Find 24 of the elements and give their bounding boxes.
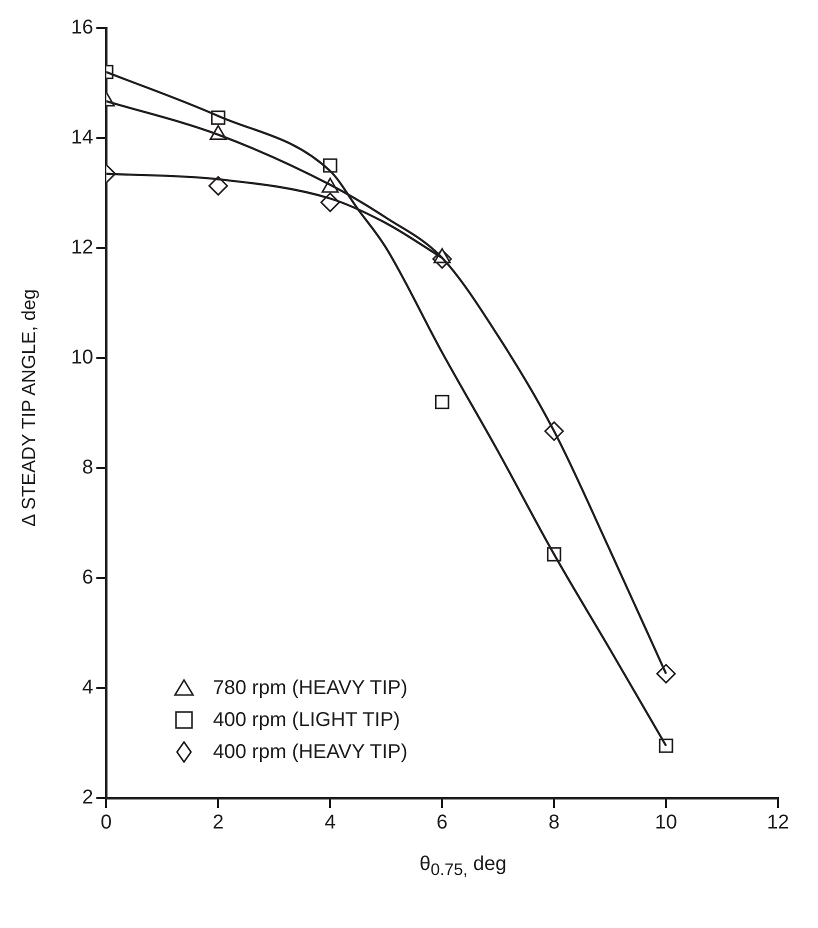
x-tick-label: 8 — [548, 812, 560, 834]
x-tick-label: 0 — [100, 812, 112, 834]
point — [208, 176, 228, 196]
y-axis-title: Δ STEADY TIP ANGLE, deg — [19, 289, 41, 527]
x-tick-label: 6 — [436, 812, 448, 834]
point — [656, 664, 676, 684]
legend-label: 780 rpm (HEAVY TIP) — [213, 676, 408, 701]
point — [434, 394, 450, 410]
y-tick-label: 4 — [82, 676, 94, 699]
x-tick-label: 4 — [324, 812, 336, 834]
y-tick-label: 14 — [70, 126, 94, 149]
y-tick-label: 8 — [82, 456, 94, 479]
legend-label: 400 rpm (HEAVY TIP) — [213, 740, 408, 765]
x-tick-label: 2 — [212, 812, 224, 834]
y-tick-label: 12 — [70, 236, 94, 259]
point — [658, 738, 674, 753]
x-tick-label: 10 — [654, 812, 678, 834]
x-tick-label: 12 — [766, 812, 790, 834]
y-tick-label: 2 — [82, 786, 94, 809]
y-tick-label: 10 — [70, 346, 94, 369]
legend-label: 400 rpm (LIGHT TIP) — [213, 708, 400, 733]
y-tick-label: 6 — [82, 566, 94, 589]
x-axis-title: θ$_{0.75,}$ deg — [418, 853, 508, 880]
y-tick-label: 16 — [70, 16, 94, 39]
